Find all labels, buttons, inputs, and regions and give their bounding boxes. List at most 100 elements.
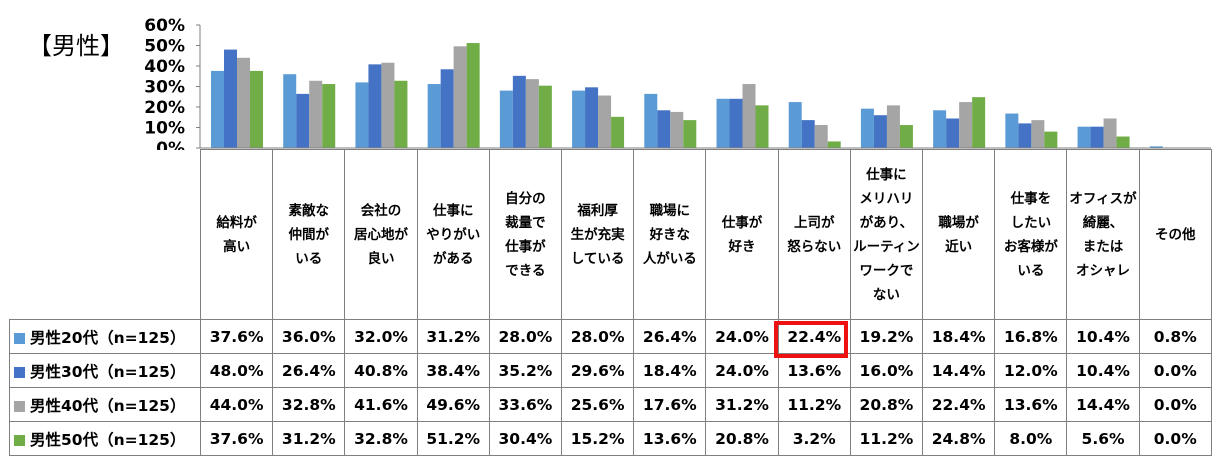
series-name: 男性30代（n=125） — [30, 362, 186, 381]
data-label: 0.0% — [1138, 421, 1212, 456]
category-label: 仕事が 好き — [705, 149, 779, 320]
y-tick-label: 60% — [144, 16, 185, 36]
table-row: 男性50代（n=125） 37.6% 31.2% 32.8% 51.2% 30.4% 15.… — [9, 421, 1212, 456]
bar — [1044, 131, 1058, 148]
bar — [860, 108, 874, 148]
legend-entry: 男性50代（n=125） — [9, 421, 201, 456]
bar — [598, 95, 612, 148]
bar — [394, 80, 408, 148]
data-label: 19.2% — [849, 319, 924, 354]
bar — [1116, 136, 1130, 148]
data-label: 33.6% — [488, 387, 563, 422]
legend-swatch — [14, 434, 25, 446]
data-label: 0.0% — [1138, 353, 1212, 388]
bar-chart: 60%50%40%30%20%10%0% — [144, 16, 1211, 150]
data-label: 0.8% — [1138, 319, 1212, 354]
y-tick-label: 50% — [144, 37, 185, 57]
bar — [873, 115, 887, 148]
data-label: 38.4% — [416, 353, 490, 388]
data-label: 11.2% — [777, 387, 851, 422]
data-label: 24.8% — [922, 421, 996, 456]
category-label: 給料が 高い — [199, 149, 274, 320]
data-label: 37.6% — [199, 421, 274, 456]
data-label: 12.0% — [994, 353, 1068, 388]
data-label: 22.4% — [922, 387, 996, 422]
series-name: 男性20代（n=125） — [30, 328, 186, 347]
bar — [657, 110, 671, 148]
table-corner — [9, 149, 201, 320]
data-label: 36.0% — [272, 319, 346, 354]
data-label: 41.6% — [344, 387, 418, 422]
category-label: その他 — [1138, 149, 1212, 320]
data-label: 18.4% — [633, 353, 707, 388]
legend-swatch — [14, 366, 25, 378]
bar — [440, 69, 454, 148]
data-label: 49.6% — [416, 387, 490, 422]
bar — [827, 141, 841, 148]
data-label: 14.4% — [922, 353, 996, 388]
data-label: 15.2% — [561, 421, 635, 456]
data-label: 32.8% — [272, 387, 346, 422]
data-label: 20.8% — [705, 421, 779, 456]
bar — [538, 85, 552, 148]
bar — [1149, 146, 1163, 148]
data-label: 48.0% — [199, 353, 274, 388]
data-label: 24.0% — [705, 319, 779, 354]
bar — [224, 49, 237, 148]
data-table: 給料が 高い 素敵な 仲間が いる 会社の 居心地が 良い 仕事に やりがい がある自… — [9, 149, 1212, 456]
data-label: 28.0% — [561, 319, 635, 354]
data-label: 44.0% — [199, 387, 274, 422]
data-label: 16.0% — [849, 353, 924, 388]
category-label: 自分の 裁量で 仕事が できる — [488, 149, 563, 320]
data-label: 31.2% — [272, 421, 346, 456]
category-label: 仕事を したい お客様が いる — [994, 149, 1068, 320]
data-label: 32.8% — [344, 421, 418, 456]
chart-title: 【男性】 — [28, 32, 124, 60]
bar — [1018, 123, 1032, 148]
data-label: 16.8% — [994, 319, 1068, 354]
data-label: 37.6% — [199, 319, 274, 354]
data-label: 13.6% — [633, 421, 707, 456]
bar — [572, 90, 586, 148]
bar — [355, 82, 369, 148]
bar — [644, 93, 658, 148]
category-label: 福利厚 生が充実 している — [561, 149, 635, 320]
data-label: 28.0% — [488, 319, 563, 354]
category-label: 職場に 好きな 人がいる — [633, 149, 707, 320]
category-label: 仕事に やりがい がある — [416, 149, 490, 320]
data-label: 11.2% — [849, 421, 924, 456]
data-label: 13.6% — [994, 387, 1068, 422]
bar — [683, 120, 697, 148]
bar — [899, 125, 913, 148]
category-label: 上司が 怒らない — [777, 149, 851, 320]
data-label: 20.8% — [849, 387, 924, 422]
bar — [525, 79, 539, 148]
bar — [886, 105, 900, 148]
data-label: 25.6% — [561, 387, 635, 422]
bar — [368, 64, 382, 148]
bar — [1077, 126, 1091, 148]
bar — [946, 118, 960, 148]
data-label: 40.8% — [344, 353, 418, 388]
y-tick-label: 20% — [144, 98, 185, 118]
data-label: 26.4% — [633, 319, 707, 354]
data-label: 14.4% — [1066, 387, 1140, 422]
legend-entry: 男性40代（n=125） — [9, 387, 201, 422]
data-label: 30.4% — [488, 421, 563, 456]
bar — [788, 102, 802, 148]
category-label: 職場が 近い — [922, 149, 996, 320]
bar — [755, 105, 769, 148]
bar — [211, 70, 224, 148]
bar — [283, 74, 297, 148]
bar — [512, 75, 526, 148]
bar — [585, 87, 599, 148]
data-label: 13.6% — [777, 353, 851, 388]
table-row: 男性20代（n=125） 37.6% 36.0% 32.0% 31.2% 28.0% 28.… — [9, 319, 1212, 354]
bar — [453, 46, 467, 148]
data-label: 26.4% — [272, 353, 346, 388]
data-label: 31.2% — [705, 387, 779, 422]
data-label: 0.0% — [1138, 387, 1212, 422]
data-label: 10.4% — [1066, 353, 1140, 388]
category-label: 素敵な 仲間が いる — [272, 149, 346, 320]
bar — [1005, 113, 1019, 148]
